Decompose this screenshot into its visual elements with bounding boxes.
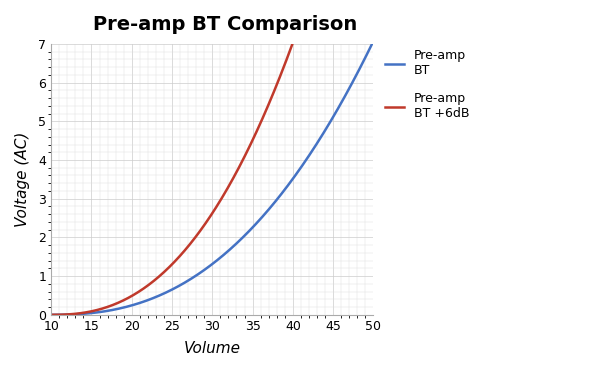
Pre-amp
BT (362, 55, 370, 59)
Pre-amp
BT +6dB (200, 223, 208, 227)
Pre-amp
BT (239, 235, 247, 239)
Line: Pre-amp
BT: Pre-amp BT (51, 41, 373, 315)
Pre-amp
BT (222, 251, 229, 256)
Pre-amp
BT (203, 266, 210, 271)
Text: Pre-amp BT Comparison: Pre-amp BT Comparison (93, 15, 358, 34)
Line: Pre-amp
BT +6dB: Pre-amp BT +6dB (51, 0, 373, 315)
Pre-amp
BT +6dB (47, 313, 55, 317)
Pre-amp
BT (47, 313, 55, 317)
Pre-amp
BT +6dB (203, 220, 210, 224)
Pre-amp
BT (312, 144, 319, 148)
Pre-amp
BT +6dB (239, 157, 247, 162)
Pre-amp
BT +6dB (222, 190, 229, 194)
Legend: Pre-amp
BT, Pre-amp
BT +6dB: Pre-amp BT, Pre-amp BT +6dB (380, 44, 474, 125)
Pre-amp
BT (200, 268, 208, 272)
Y-axis label: Voltage (AC): Voltage (AC) (15, 132, 30, 227)
X-axis label: Volume: Volume (184, 341, 241, 356)
Pre-amp
BT (370, 39, 377, 43)
